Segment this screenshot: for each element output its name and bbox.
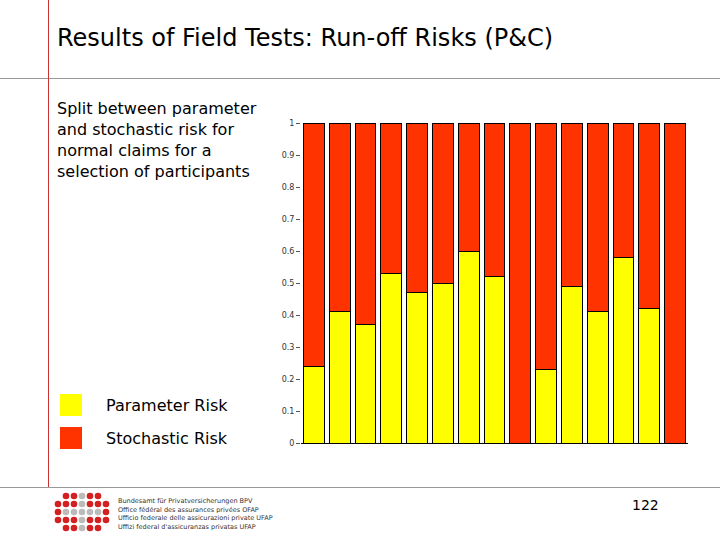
svg-text:0.5: 0.5	[282, 279, 295, 288]
html-text:Split between parameter: Split between parameter	[57, 99, 257, 118]
html-text:Parameter Risk: Parameter Risk	[106, 395, 228, 415]
svg-text:0.9: 0.9	[282, 151, 295, 160]
html-text:Ufficio federale delle assicur: Ufficio federale delle assicurazioni pri…	[118, 514, 273, 523]
svg-text:1: 1	[289, 119, 294, 128]
svg-text:0.7: 0.7	[282, 215, 295, 224]
html-text:Results of Field Tests: Run-of: Results of Field Tests: Run-off Risks (P…	[57, 24, 554, 52]
svg-text:0.1: 0.1	[282, 407, 295, 416]
svg-text:0.4: 0.4	[282, 311, 295, 320]
html-text:Bundesamt für Privatversicheru: Bundesamt für Privatversicherungen BPV	[118, 497, 253, 505]
html-text:Uffizi federal d'assicuranzas: Uffizi federal d'assicuranzas privatas U…	[118, 522, 256, 531]
html-text:normal claims for a: normal claims for a	[57, 141, 212, 160]
html-text:and stochastic risk for: and stochastic risk for	[57, 120, 234, 139]
html-text:122: 122	[632, 497, 659, 513]
svg-text:0.2: 0.2	[282, 375, 295, 384]
svg-text:0.8: 0.8	[282, 183, 295, 192]
svg-text:0.3: 0.3	[282, 343, 295, 352]
svg-text:0: 0	[289, 439, 294, 448]
html-text:selection of participants: selection of participants	[57, 162, 250, 181]
html-text:Stochastic Risk: Stochastic Risk	[106, 428, 228, 448]
svg-text:0.6: 0.6	[282, 247, 295, 256]
html-text:Office fédéral des assurances: Office fédéral des assurances privées OF…	[118, 505, 259, 514]
